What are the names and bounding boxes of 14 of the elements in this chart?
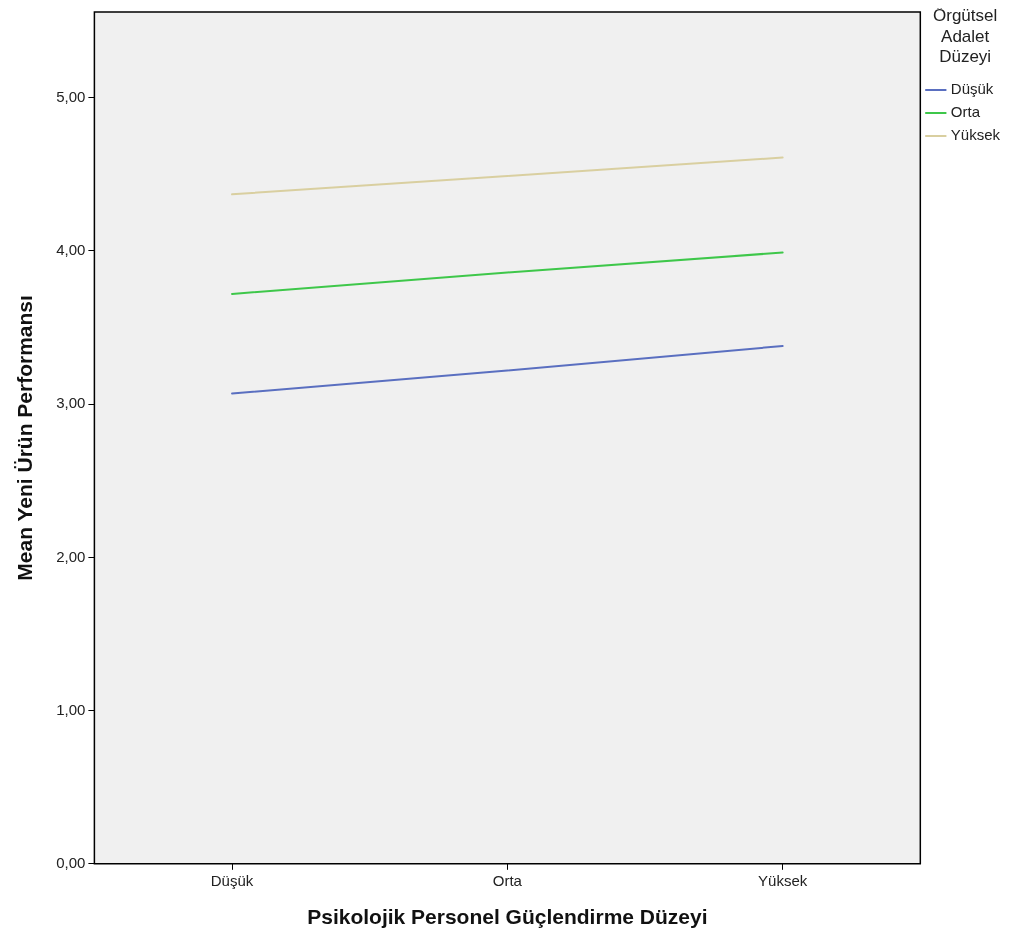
legend-label: Orta: [950, 103, 981, 121]
y-tick-label: 4,00: [56, 241, 86, 259]
legend-label: Yüksek: [950, 126, 1001, 144]
y-tick-label: 5,00: [56, 87, 86, 105]
x-tick-label: Orta: [492, 871, 523, 889]
y-tick-label: 1,00: [56, 700, 86, 718]
y-tick-label: 3,00: [56, 394, 86, 412]
x-tick-label: Düşük: [210, 871, 254, 889]
y-axis-title: Mean Yeni Ürün Performansı: [13, 295, 37, 581]
legend-label: Düşük: [950, 80, 994, 98]
x-tick-label: Yüksek: [758, 871, 808, 889]
y-tick-label: 2,00: [56, 547, 86, 565]
y-tick-label: 0,00: [56, 853, 86, 871]
x-axis-title: Psikolojik Personel Güçlendirme Düzeyi: [307, 905, 708, 929]
